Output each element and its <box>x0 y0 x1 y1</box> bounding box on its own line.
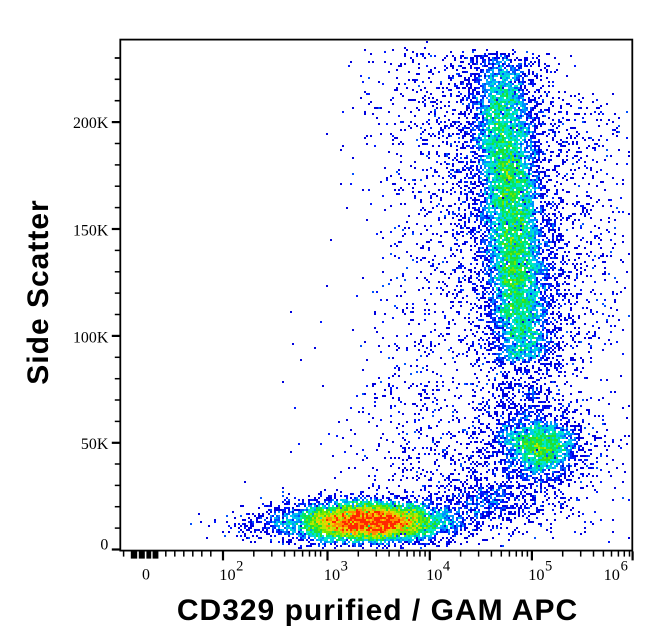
svg-text:200K: 200K <box>73 115 109 132</box>
svg-text:0: 0 <box>100 537 108 554</box>
svg-text:10: 10 <box>324 565 340 584</box>
svg-text:10: 10 <box>426 565 442 584</box>
svg-text:10: 10 <box>219 565 235 584</box>
svg-text:150K: 150K <box>73 223 109 240</box>
svg-text:50K: 50K <box>81 436 109 453</box>
svg-text:10: 10 <box>528 565 544 584</box>
svg-text:0: 0 <box>142 567 150 584</box>
svg-text:4: 4 <box>443 558 451 574</box>
svg-text:6: 6 <box>621 558 628 574</box>
svg-text:2: 2 <box>236 558 243 574</box>
svg-text:10: 10 <box>604 565 620 584</box>
svg-text:100K: 100K <box>73 330 109 347</box>
svg-text:5: 5 <box>545 558 552 574</box>
svg-text:3: 3 <box>341 558 348 574</box>
